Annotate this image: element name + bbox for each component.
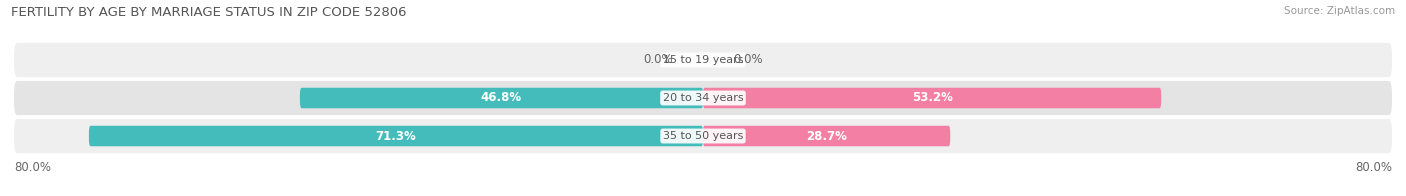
Text: 35 to 50 years: 35 to 50 years bbox=[662, 131, 744, 141]
Text: 80.0%: 80.0% bbox=[14, 162, 51, 174]
Text: 0.0%: 0.0% bbox=[733, 54, 763, 66]
FancyBboxPatch shape bbox=[89, 126, 703, 146]
FancyBboxPatch shape bbox=[299, 88, 703, 108]
Text: Source: ZipAtlas.com: Source: ZipAtlas.com bbox=[1284, 6, 1395, 16]
FancyBboxPatch shape bbox=[14, 81, 1392, 115]
Text: 80.0%: 80.0% bbox=[1355, 162, 1392, 174]
FancyBboxPatch shape bbox=[703, 88, 1161, 108]
FancyBboxPatch shape bbox=[14, 43, 1392, 77]
FancyBboxPatch shape bbox=[14, 119, 1392, 153]
Text: 15 to 19 years: 15 to 19 years bbox=[662, 55, 744, 65]
Text: 46.8%: 46.8% bbox=[481, 92, 522, 104]
Text: 71.3%: 71.3% bbox=[375, 130, 416, 142]
Text: 53.2%: 53.2% bbox=[911, 92, 952, 104]
Text: 0.0%: 0.0% bbox=[643, 54, 673, 66]
Text: 20 to 34 years: 20 to 34 years bbox=[662, 93, 744, 103]
Text: FERTILITY BY AGE BY MARRIAGE STATUS IN ZIP CODE 52806: FERTILITY BY AGE BY MARRIAGE STATUS IN Z… bbox=[11, 6, 406, 19]
Text: 28.7%: 28.7% bbox=[806, 130, 846, 142]
FancyBboxPatch shape bbox=[703, 126, 950, 146]
